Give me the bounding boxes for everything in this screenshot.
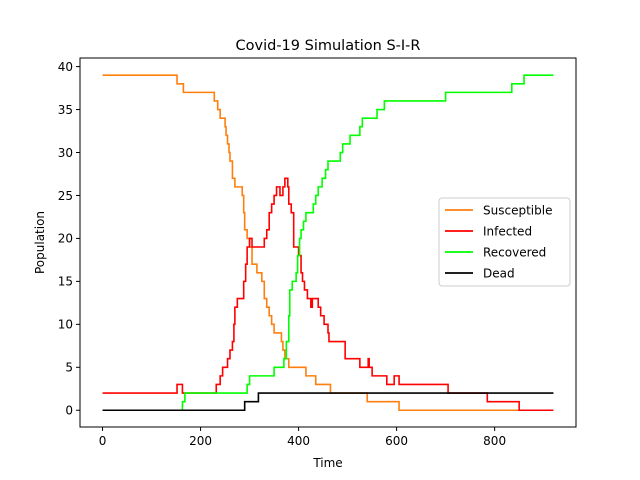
- y-axis-label: Population: [33, 211, 47, 274]
- y-tick-label: 35: [58, 103, 73, 117]
- y-tick-label: 0: [65, 404, 73, 418]
- series-line-infected: [102, 177, 554, 412]
- x-tick-label: 800: [483, 434, 506, 448]
- series-line-dead: [102, 392, 554, 412]
- y-axis-ticks: 0 5 10 15 20 25 30 35 40: [58, 60, 80, 418]
- legend-label-infected: Infected: [483, 225, 532, 239]
- x-tick-label: 600: [385, 434, 408, 448]
- y-tick-label: 40: [58, 60, 73, 74]
- y-tick-label: 30: [58, 146, 73, 160]
- plot-area: [102, 74, 554, 412]
- y-tick-label: 20: [58, 232, 73, 246]
- y-tick-label: 25: [58, 189, 73, 203]
- y-tick-label: 10: [58, 318, 73, 332]
- legend: Susceptible Infected Recovered Dead: [438, 197, 571, 287]
- legend-label-susceptible: Susceptible: [483, 204, 552, 218]
- x-tick-label: 400: [287, 434, 310, 448]
- legend-label-dead: Dead: [483, 267, 515, 281]
- x-tick-label: 200: [189, 434, 212, 448]
- x-axis-ticks: 0 200 400 600 800: [99, 427, 506, 448]
- legend-label-recovered: Recovered: [483, 246, 546, 260]
- x-tick-label: 0: [99, 434, 107, 448]
- plot-frame: [79, 57, 577, 428]
- series-layer: [102, 74, 554, 412]
- x-axis-label: Time: [312, 456, 342, 470]
- y-tick-label: 5: [65, 361, 73, 375]
- y-tick-label: 15: [58, 275, 73, 289]
- chart-title: Covid-19 Simulation S-I-R: [236, 38, 421, 54]
- legend-box: [438, 197, 571, 287]
- series-line-susceptible: [102, 74, 554, 412]
- series-line-recovered: [102, 74, 554, 412]
